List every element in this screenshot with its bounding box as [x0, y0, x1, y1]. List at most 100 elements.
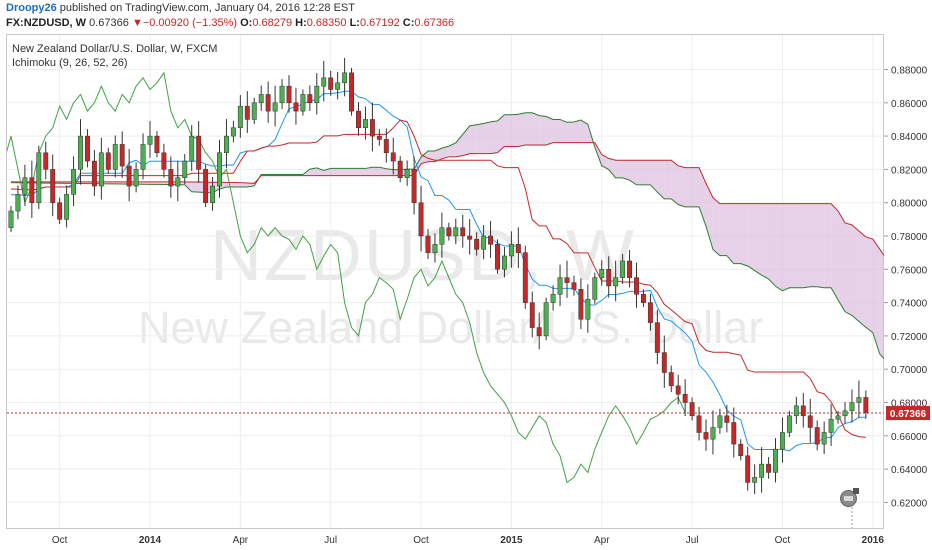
candle-body — [57, 202, 63, 220]
candle-body — [175, 177, 181, 187]
cloud-segment — [817, 203, 825, 288]
cloud-segment — [490, 120, 498, 154]
y-tick-label: 0.86000 — [891, 99, 928, 110]
cloud-segment — [803, 203, 811, 288]
candle-body — [807, 415, 813, 428]
tenkan-line — [10, 90, 866, 452]
candle-body — [543, 302, 549, 337]
cloud-segment — [754, 203, 762, 276]
cloud-segment — [719, 203, 727, 256]
candle-body — [786, 415, 792, 433]
candle-body — [571, 282, 577, 290]
cloud-segment — [233, 182, 241, 187]
last-price-value: 0.67366 — [89, 17, 129, 29]
candle-body — [627, 260, 632, 278]
cloud-segment — [851, 224, 859, 322]
cloud-segment — [761, 203, 769, 279]
candle-body — [140, 144, 146, 170]
down-arrow-icon: ▼ — [131, 17, 143, 29]
candle-body — [689, 402, 695, 417]
cloud-segment — [657, 160, 665, 199]
cloud-segment — [789, 203, 797, 288]
candle-body — [265, 94, 271, 112]
open-label: O: — [240, 17, 253, 29]
candle-body — [203, 169, 209, 203]
cloud-segment — [504, 114, 512, 147]
candle-body — [738, 443, 744, 457]
cloud-segment — [608, 158, 616, 178]
y-tick-label: 0.72000 — [891, 332, 928, 343]
cloud-segment — [546, 116, 554, 146]
cloud-segment — [685, 167, 693, 207]
candle-body — [620, 260, 626, 278]
candle-body — [43, 152, 49, 170]
cloud-segment — [379, 167, 387, 176]
candle-body — [286, 85, 292, 104]
candle-body — [856, 397, 862, 403]
candle-body — [814, 427, 820, 445]
candle-body — [647, 302, 653, 323]
cloud-segment — [692, 167, 700, 207]
candle-body — [112, 144, 118, 170]
candle-body — [321, 77, 327, 87]
candle-body — [536, 327, 542, 337]
cloud-segment — [615, 160, 623, 178]
candle-body — [439, 227, 445, 245]
candle-body — [224, 135, 229, 154]
chikou-line — [7, 71, 686, 484]
candle-body — [606, 269, 612, 287]
cloud-segment — [894, 278, 901, 373]
cloud-segment — [865, 236, 873, 333]
candle-body — [105, 152, 111, 170]
candle-body — [251, 102, 257, 120]
candle-body — [342, 72, 348, 84]
candle-body — [8, 210, 14, 228]
candle-body — [85, 135, 90, 162]
high-label: H: — [295, 17, 307, 29]
candle-body — [307, 94, 313, 104]
cloud-segment — [421, 150, 428, 164]
candle-body — [460, 227, 466, 237]
x-tick-label: Oct — [52, 535, 68, 546]
candle-body — [710, 427, 716, 440]
publish-header: Droopy26 published on TradingView.com, J… — [6, 2, 355, 14]
candle-body — [522, 252, 528, 303]
candle-body — [488, 235, 494, 245]
high-value: 0.68350 — [306, 17, 347, 29]
cloud-segment — [358, 168, 366, 176]
close-value: 0.67366 — [414, 17, 455, 29]
cloud-segment — [156, 181, 164, 185]
candle-body — [703, 432, 709, 440]
y-tick-label: 0.84000 — [891, 132, 928, 143]
cloud-segment — [796, 203, 804, 288]
cloud-segment — [455, 134, 463, 157]
cloud-segment — [928, 314, 932, 411]
cloud-segment — [240, 182, 248, 187]
candle-body — [842, 410, 848, 417]
candle-body — [780, 432, 785, 450]
candle-body — [564, 277, 570, 283]
candle-body — [411, 169, 417, 203]
cloud-segment — [622, 160, 630, 181]
candle-body — [91, 160, 97, 187]
cloud-segment — [337, 168, 345, 176]
candle-body — [300, 94, 306, 112]
cloud-segment — [372, 167, 380, 176]
flag-icon[interactable] — [840, 490, 857, 507]
author-name[interactable]: Droopy26 — [6, 2, 57, 14]
candle-body — [189, 135, 195, 162]
candle-body — [293, 102, 299, 112]
candle-body — [230, 127, 236, 137]
y-tick-label: 0.70000 — [891, 365, 928, 376]
candle-body — [613, 277, 619, 287]
x-tick-label: Apr — [233, 535, 249, 546]
cloud-segment — [462, 125, 470, 156]
candle-body — [654, 322, 660, 353]
last-price-badge — [886, 406, 930, 421]
last-price-label: 0.67366 — [890, 409, 927, 420]
candle-body — [29, 177, 35, 203]
y-tick-label: 0.62000 — [891, 498, 928, 509]
cloud-segment — [671, 160, 679, 205]
candle-body — [529, 302, 535, 328]
